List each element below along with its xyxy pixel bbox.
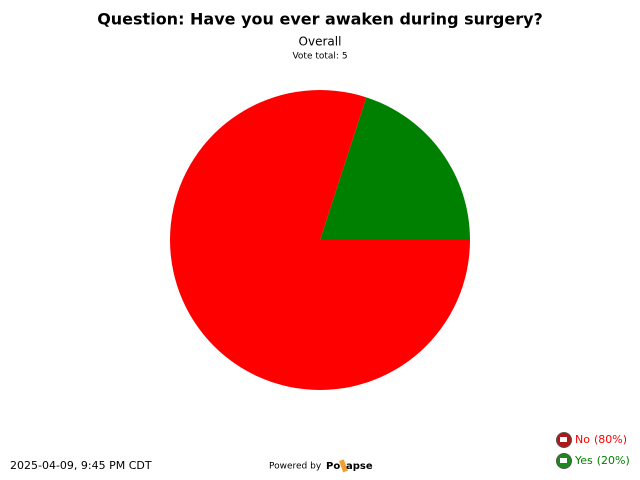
date: 2025-04-09, 9:45 PM CDT: [10, 459, 152, 472]
powered-by: Powered by: [269, 462, 322, 472]
vote-total: Vote total: 5: [292, 52, 347, 62]
legend-label: Yes: [574, 454, 593, 467]
legend-icon: [560, 437, 567, 442]
pie-slice: [169, 89, 470, 391]
legend-icon: [560, 458, 567, 463]
brand-icon: [339, 459, 348, 473]
chart-title: Question: Have you ever awaken during su…: [97, 10, 543, 29]
legend-value: (80%): [594, 433, 627, 446]
legend-value: (20%): [597, 454, 630, 467]
chart-subtitle: Overall: [299, 35, 342, 49]
brand: apse: [346, 461, 373, 472]
brand: Po: [326, 461, 340, 472]
legend-label: No: [575, 433, 590, 446]
pie-slice: [320, 97, 470, 240]
